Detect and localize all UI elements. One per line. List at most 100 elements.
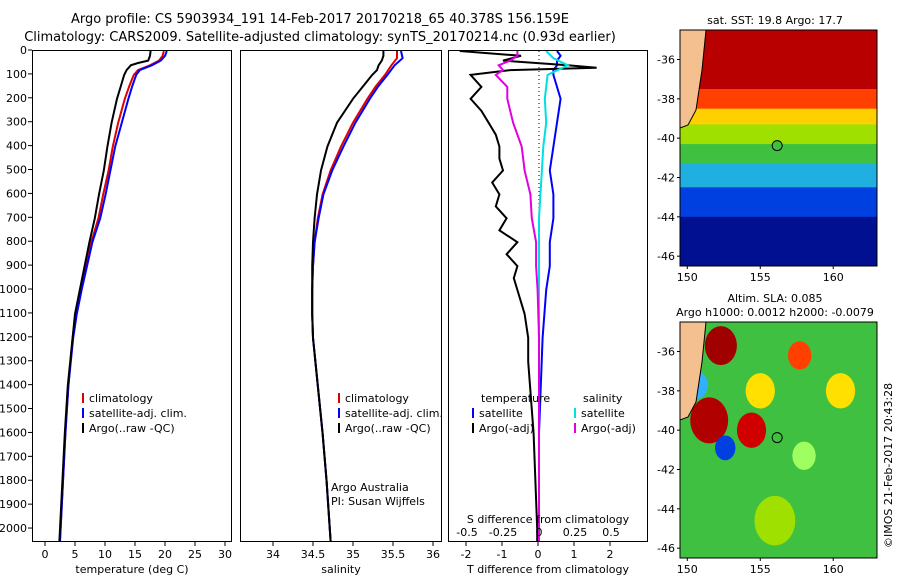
depth-tick-label: 2000 [0, 522, 27, 535]
legend-label-argo-raw-qc: Argo(..raw -QC) [345, 422, 431, 435]
salinity-tick-label: 34 [266, 548, 280, 561]
salinity-tick-label: 35.5 [381, 548, 406, 561]
temperature-tick-label: 5 [72, 548, 79, 561]
lat-tick-label: -38 [657, 385, 675, 398]
temperature-xlabel: temperature (deg C) [75, 563, 189, 576]
sst-band [680, 144, 877, 165]
lat-tick-label: -40 [657, 424, 675, 437]
depth-tick-label: 900 [6, 259, 27, 272]
sla-anomaly [792, 441, 816, 470]
sst-map-title: sat. SST: 19.8 Argo: 17.7 [707, 14, 843, 27]
legend-label-argo-adj: Argo(-adj) [479, 422, 534, 435]
salinity-x-axis: 34 34.5 35 35.5 36 [266, 542, 440, 561]
sla-anomaly [690, 397, 729, 444]
salinity-panel: climatology satellite-adj. clim. Argo(..ra… [240, 50, 443, 542]
depth-tick-label: 1200 [0, 331, 27, 344]
lon-tick-label: 150 [677, 563, 698, 576]
tdiff-tick-label: -2 [461, 548, 472, 561]
depth-tick-label: 1300 [0, 355, 27, 368]
lat-tick-label: -40 [657, 132, 675, 145]
temperature-tick-label: 25 [188, 548, 202, 561]
legend-label-satellite-adj-clim: satellite-adj. clim. [345, 407, 441, 420]
legend-label-satellite-adj-clim: satellite-adj. clim. [89, 407, 187, 420]
depth-tick-label: 1000 [0, 283, 27, 296]
depth-tick-label: 600 [6, 187, 27, 200]
series-line-argo-raw-qc [58, 50, 152, 542]
salinity-tick-label: 36 [426, 548, 440, 561]
salinity-xlabel: salinity [321, 563, 361, 576]
lon-tick-label: 155 [750, 563, 771, 576]
lat-tick-label: -38 [657, 93, 675, 106]
difference-xlabel: T difference from climatology [467, 563, 629, 576]
difference-plot: -0.5 -0.25 0 0.25 0.5S difference from clima… [456, 50, 636, 541]
depth-tick-label: 400 [6, 140, 27, 153]
sst-band [680, 216, 877, 266]
argo-location-marker [771, 432, 783, 444]
sla-anomaly [825, 373, 856, 409]
land-mass [680, 30, 707, 129]
temperature-tick-label: 30 [218, 548, 232, 561]
lat-tick-label: -42 [657, 172, 675, 185]
salinity-plot: climatology satellite-adj. clim. Argo(..ra… [311, 50, 443, 542]
sdiff-tick-label: -0.5 [456, 526, 477, 539]
depth-tick-label: 1600 [0, 426, 27, 439]
sst-band [680, 187, 877, 218]
lon-tick-label: 160 [823, 563, 844, 576]
lon-tick-label: 155 [750, 271, 771, 284]
depth-tick-label: 1900 [0, 498, 27, 511]
tdiff-tick-label: 0 [535, 548, 542, 561]
lat-tick-label: -42 [657, 464, 675, 477]
lat-tick-label: -44 [657, 503, 675, 516]
depth-tick-label: 1700 [0, 450, 27, 463]
depth-tick-label: 1800 [0, 474, 27, 487]
depth-tick-label: 200 [6, 92, 27, 105]
sst-band [680, 108, 877, 126]
legend-label-climatology: climatology [345, 392, 409, 405]
sdiff-tick-label: 0.5 [602, 526, 620, 539]
legend-label-satellite: satellite [581, 407, 625, 420]
depth-tick-label: 100 [6, 68, 27, 81]
sdiff-tick-label: 0 [536, 526, 543, 539]
lon-tick-label: 150 [677, 271, 698, 284]
series-line-salinity-satellite [538, 50, 571, 541]
sla-anomaly [754, 495, 796, 546]
sst-band [680, 163, 877, 189]
header-line2: Climatology: CARS2009. Satellite-adjuste… [24, 30, 616, 45]
lat-tick-label: -46 [657, 542, 675, 555]
header-line1: Argo profile: CS 5903934_191 14-Feb-2017… [70, 12, 570, 27]
series-line-argo-raw-qc [311, 51, 385, 542]
tdiff-tick-label: 2 [607, 548, 614, 561]
depth-tick-label: 1100 [0, 307, 27, 320]
map-frame [679, 321, 878, 559]
legend-label-argo-adj: Argo(-adj) [581, 422, 636, 435]
land-mass [680, 322, 707, 421]
temperature-tick-label: 10 [98, 548, 112, 561]
sst-band [680, 89, 877, 110]
depth-tick-label: 1500 [0, 403, 27, 416]
depth-tick-label: 0 [20, 44, 27, 57]
salinity-tick-label: 34.5 [301, 548, 326, 561]
depth-tick-label: 300 [6, 116, 27, 129]
difference-x-axis: -2 -1 0 1 2 [461, 542, 614, 561]
lat-tick-label: -36 [657, 54, 675, 67]
tdiff-tick-label: -1 [497, 548, 508, 561]
sla-map-subtitle: Argo h1000: 0.0012 h2000: -0.0079 [676, 306, 874, 319]
map-frame [679, 29, 878, 267]
temperature-tick-label: 20 [158, 548, 172, 561]
lat-tick-label: -44 [657, 211, 675, 224]
argo-location-marker [771, 140, 783, 152]
sla-anomaly [787, 341, 812, 370]
temperature-panel: climatology satellite-adj. clim. Argo(..ra… [32, 50, 232, 542]
sdiff-tick-label: -0.25 [489, 526, 517, 539]
depth-tick-label: 800 [6, 235, 27, 248]
legend-label-argo-raw-qc: Argo(..raw -QC) [89, 422, 175, 435]
sla-anomaly [745, 373, 775, 409]
tdiff-tick-label: 1 [571, 548, 578, 561]
lat-tick-label: -36 [657, 346, 675, 359]
series-line-temperature-satellite [538, 50, 562, 541]
sst-band [680, 124, 877, 146]
legend-label-climatology: climatology [89, 392, 153, 405]
sla-anomaly [704, 326, 737, 366]
